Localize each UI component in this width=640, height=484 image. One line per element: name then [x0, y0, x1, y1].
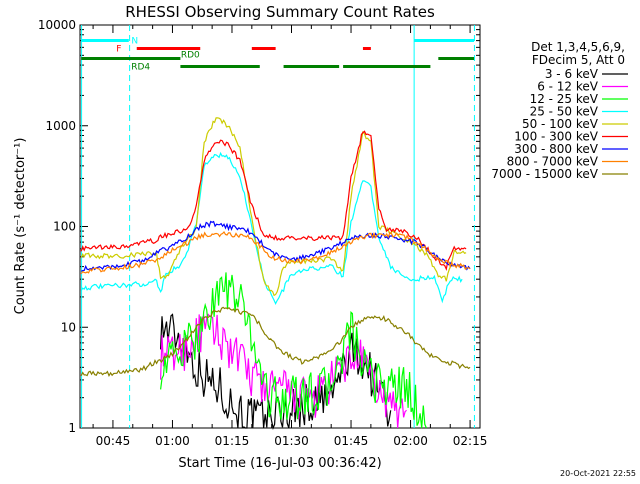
plot-frame — [79, 24, 481, 429]
legend-header-line-1: Det 1,3,4,5,6,9, — [531, 40, 625, 54]
axes-ticks-layer: 1 10 100 1000 10000 00:45 01:00 01:15 01:30 01:45… — [38, 18, 488, 448]
series-line — [80, 130, 467, 271]
series-line — [80, 231, 471, 275]
x-tick-label: 00:45 — [96, 434, 131, 448]
y-tick-label: 100 — [53, 220, 76, 234]
legend-entry-label: 25 - 50 keV — [530, 105, 599, 119]
series-layer — [80, 117, 471, 431]
x-axis-label: Start Time (16-Jul-03 00:36:42) — [178, 456, 381, 471]
vertical-markers-layer — [81, 25, 475, 428]
y-tick-label: 1000 — [45, 119, 76, 133]
annotation-label: F — [116, 45, 121, 55]
annotation-label: RD4 — [131, 63, 150, 73]
legend-entry-label: 300 - 800 keV — [514, 142, 598, 156]
legend-entry-label: 800 - 7000 keV — [507, 155, 599, 169]
legend-entry-label: 7000 - 15000 keV — [491, 167, 598, 181]
series-line — [80, 220, 471, 272]
legend-entry-label: 12 - 25 keV — [530, 92, 599, 106]
legend-header-line-2: FDecim 5, Att 0 — [532, 53, 625, 67]
legend-entry-label: 6 - 12 keV — [537, 80, 599, 94]
y-tick-label: 10 — [61, 320, 76, 334]
annotation-label: RD0 — [181, 51, 200, 61]
annotation-bars-layer: NF RD0 RD4 — [81, 37, 475, 73]
x-tick-label: 01:30 — [274, 434, 309, 448]
series-line — [160, 272, 427, 429]
y-tick-label: 1 — [68, 421, 76, 435]
annotation-label: N — [131, 37, 138, 47]
x-tick-label: 02:00 — [393, 434, 428, 448]
y-tick-label: 10000 — [38, 18, 76, 32]
y-axis-label: Count Rate (s⁻¹ detector⁻¹) — [13, 138, 28, 315]
legend-entry-label: 3 - 6 keV — [545, 67, 599, 81]
x-tick-label: 01:45 — [334, 434, 369, 448]
generation-timestamp: 20-Oct-2021 22:55 — [560, 469, 636, 478]
series-line — [80, 306, 471, 377]
legend-entry-label: 50 - 100 keV — [522, 117, 599, 131]
chart-title: RHESSI Observing Summary Count Rates — [125, 3, 435, 21]
legend-entry-label: 100 - 300 keV — [514, 130, 598, 144]
x-tick-label: 01:15 — [215, 434, 250, 448]
x-tick-label: 02:15 — [453, 434, 488, 448]
series-line — [80, 117, 467, 297]
series-line — [80, 151, 463, 306]
x-tick-label: 01:00 — [155, 434, 190, 448]
series-line — [160, 313, 392, 431]
